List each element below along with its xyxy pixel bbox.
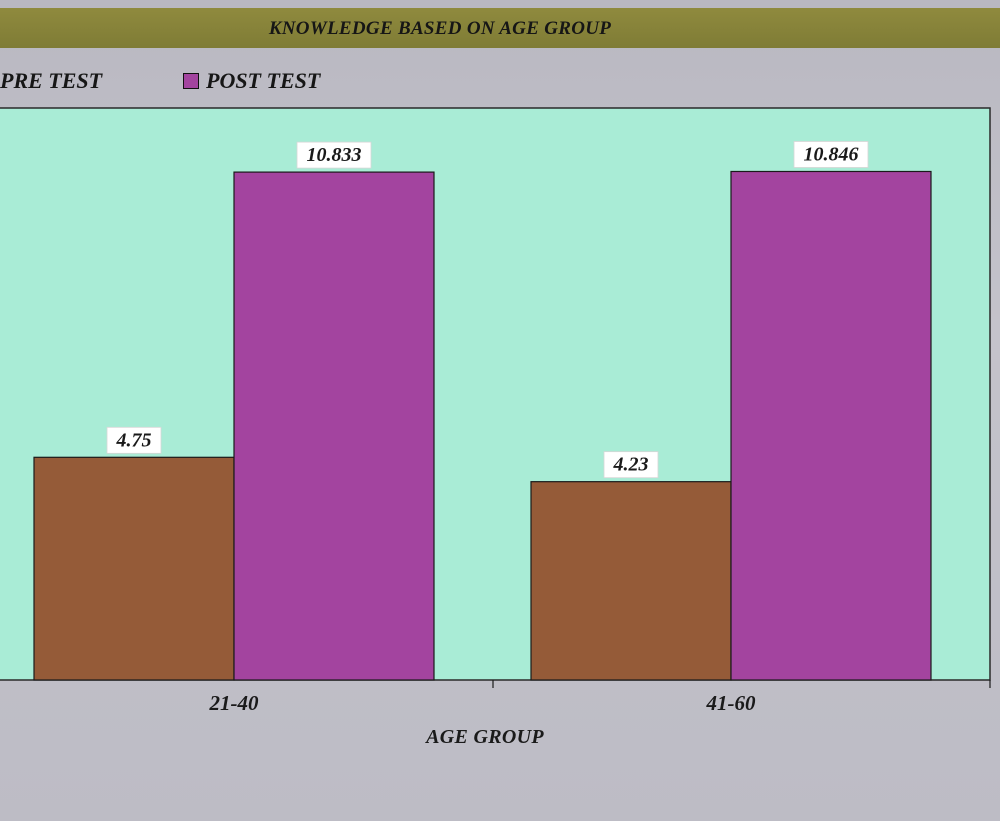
data-label-box <box>296 141 372 169</box>
data-label-box <box>793 141 869 168</box>
legend-label-pre-test: PRE TEST <box>0 68 103 93</box>
x-axis-title: AGE GROUP <box>426 726 544 748</box>
legend-label-post-test: POST TEST <box>206 68 321 93</box>
data-label: 4.75 <box>116 429 152 451</box>
bar-pre-test-21-40 <box>33 456 235 681</box>
bar-pre-test-41-60 <box>530 481 732 681</box>
legend-swatch-post-test <box>183 73 199 89</box>
title-bar <box>0 8 1000 48</box>
x-tick-label: 41-60 <box>706 691 756 715</box>
legend: PRE TEST POST TEST <box>0 64 600 98</box>
data-label: 10.846 <box>804 143 859 165</box>
bar-post-test-41-60 <box>730 170 932 681</box>
x-tick-label: 21-40 <box>209 691 259 715</box>
chart-title: KNOWLEDGE BASED ON AGE GROUP <box>268 18 612 39</box>
bar-post-test-21-40 <box>233 171 435 681</box>
data-label: 4.23 <box>613 454 649 476</box>
legend-item-pre-test: PRE TEST <box>0 64 102 98</box>
data-label-box <box>603 451 659 479</box>
legend-item-post-test: POST TEST <box>206 64 320 98</box>
data-label: 10.833 <box>307 144 362 166</box>
data-label-box <box>106 426 162 454</box>
